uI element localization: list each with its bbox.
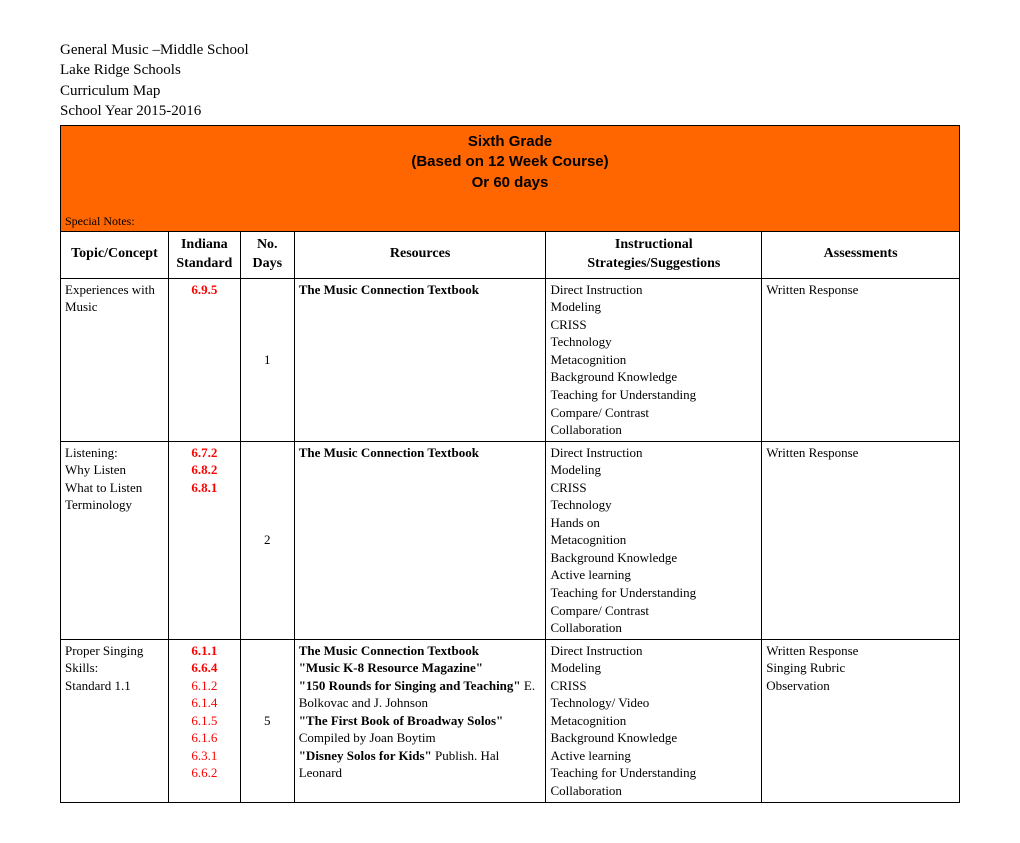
col-assessments: Assessments	[762, 231, 960, 278]
cell-days: 5	[240, 639, 294, 802]
col-strategies: Instructional Strategies/Suggestions	[546, 231, 762, 278]
col-text: Strategies/Suggestions	[587, 256, 720, 271]
title-line: (Based on 12 Week Course)	[65, 152, 955, 172]
cell-assessments: Written Response	[762, 278, 960, 441]
col-topic: Topic/Concept	[61, 231, 169, 278]
col-text: Days	[252, 256, 282, 271]
cell-resources: The Music Connection Textbook"Music K-8 …	[294, 639, 546, 802]
col-text: Standard	[176, 256, 232, 271]
table-title-cell: Sixth Grade (Based on 12 Week Course) Or…	[61, 126, 960, 203]
title-line: Sixth Grade	[65, 132, 955, 152]
col-resources: Resources	[294, 231, 546, 278]
cell-standard: 6.9.5	[168, 278, 240, 441]
column-header-row: Topic/Concept Indiana Standard No. Days …	[61, 231, 960, 278]
cell-topic: Experiences withMusic	[61, 278, 169, 441]
cell-standard: 6.1.16.6.46.1.26.1.46.1.56.1.66.3.16.6.2	[168, 639, 240, 802]
cell-topic: Listening:Why ListenWhat to ListenTermin…	[61, 441, 169, 639]
table-row: Listening:Why ListenWhat to ListenTermin…	[61, 441, 960, 639]
special-notes-label: Special Notes:	[65, 214, 135, 228]
col-text: Instructional	[615, 237, 693, 252]
col-days: No. Days	[240, 231, 294, 278]
cell-strategies: Direct InstructionModelingCRISSTechnolog…	[546, 278, 762, 441]
cell-strategies: Direct InstructionModelingCRISSTechnolog…	[546, 639, 762, 802]
cell-topic: Proper SingingSkills:Standard 1.1	[61, 639, 169, 802]
col-text: Indiana	[181, 237, 228, 252]
col-text: No.	[257, 237, 278, 252]
cell-resources: The Music Connection Textbook	[294, 278, 546, 441]
table-row: Proper SingingSkills:Standard 1.1 6.1.16…	[61, 639, 960, 802]
title-line: Or 60 days	[65, 173, 955, 193]
special-notes-cell: Special Notes:	[61, 203, 960, 232]
curriculum-table: Sixth Grade (Based on 12 Week Course) Or…	[60, 125, 960, 803]
table-row: Experiences withMusic 6.9.5 1 The Music …	[61, 278, 960, 441]
header-line: School Year 2015-2016	[60, 101, 960, 121]
doc-header: General Music –Middle School Lake Ridge …	[60, 40, 960, 121]
col-standard: Indiana Standard	[168, 231, 240, 278]
cell-assessments: Written Response	[762, 441, 960, 639]
header-line: General Music –Middle School	[60, 40, 960, 60]
header-line: Curriculum Map	[60, 81, 960, 101]
cell-days: 1	[240, 278, 294, 441]
cell-standard: 6.7.26.8.26.8.1	[168, 441, 240, 639]
cell-strategies: Direct InstructionModelingCRISSTechnolog…	[546, 441, 762, 639]
header-line: Lake Ridge Schools	[60, 60, 960, 80]
cell-assessments: Written ResponseSinging RubricObservatio…	[762, 639, 960, 802]
cell-days: 2	[240, 441, 294, 639]
cell-resources: The Music Connection Textbook	[294, 441, 546, 639]
